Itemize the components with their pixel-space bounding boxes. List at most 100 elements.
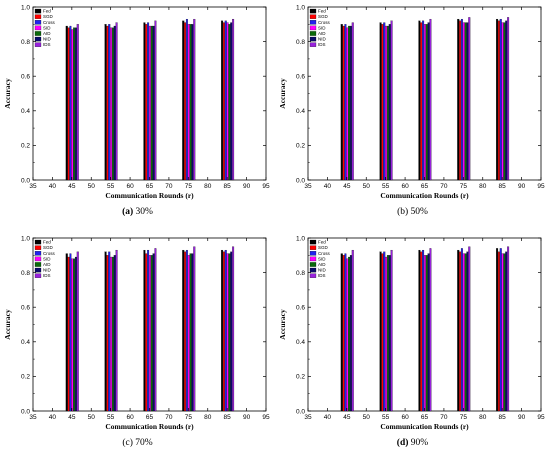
- x-tick-label: 40: [324, 183, 332, 190]
- x-tick-label: 70: [440, 414, 448, 421]
- legend-label-aid: AID: [318, 31, 326, 36]
- legend-swatch-fed: [309, 8, 317, 14]
- x-tick-label: 95: [537, 414, 545, 421]
- bar-cross-65: [422, 20, 425, 181]
- bar-fed-75: [182, 249, 185, 412]
- y-axis-title: Accuracy: [278, 78, 287, 109]
- chart-b: 0.0 0.2 0.4 0.6 0.8 1.0 35 40 45 50 55 60 65 70 75 80 85…: [278, 4, 545, 200]
- legend-label-nid: NID: [43, 37, 52, 42]
- bar-aid-75: [464, 22, 467, 181]
- x-tick-label: 55: [107, 414, 115, 421]
- y-tick-label: 1.0: [21, 235, 30, 242]
- bar-sgd-75: [184, 22, 187, 181]
- bar-cross-85: [499, 248, 502, 412]
- bar-aid-65: [150, 255, 153, 412]
- x-tick-label: 35: [29, 414, 37, 421]
- bar-nid-75: [466, 251, 469, 412]
- x-tick-label: 40: [49, 183, 57, 190]
- bar-aid-55: [386, 25, 389, 181]
- caption-a-letter: (a): [122, 207, 134, 217]
- x-tick-label: 45: [343, 414, 351, 421]
- legend-swatch-fed: [309, 239, 317, 245]
- x-tick-label: 90: [243, 183, 251, 190]
- legend-swatch-nid: [309, 36, 317, 42]
- x-tick-label: 80: [204, 183, 212, 190]
- x-tick-label: 95: [537, 183, 545, 190]
- bar-sgd-65: [145, 24, 148, 181]
- x-tick-label: 85: [224, 183, 232, 190]
- bar-nid-65: [427, 22, 430, 181]
- bar-cross-65: [147, 22, 150, 181]
- legend-label-sid: SID: [318, 25, 326, 30]
- y-tick-label: 0.4: [21, 339, 30, 346]
- bar-cross-85: [499, 18, 502, 181]
- bar-aid-75: [464, 253, 467, 412]
- legend-label-nid: NID: [43, 268, 52, 273]
- bar-sgd-65: [420, 22, 423, 181]
- bar-nid-65: [152, 25, 155, 181]
- legend-swatch-ids: [309, 42, 317, 47]
- x-tick-label: 45: [343, 183, 351, 190]
- y-tick-label: 0.6: [21, 305, 30, 312]
- x-tick-label: 40: [324, 414, 332, 421]
- caption-a: (a) 30%: [0, 207, 275, 217]
- y-tick-label: 0.4: [296, 339, 305, 346]
- y-tick-label: 0.6: [296, 305, 305, 312]
- bar-sid-75: [187, 255, 190, 412]
- x-tick-label: 55: [382, 183, 390, 190]
- bar-fed-55: [104, 251, 107, 412]
- legend-label-sid: SID: [43, 256, 51, 261]
- bar-cross-55: [108, 251, 111, 412]
- x-tick-label: 65: [421, 414, 429, 421]
- x-tick-label: 65: [146, 414, 154, 421]
- y-tick-label: 1.0: [296, 235, 305, 242]
- x-tick-label: 75: [185, 414, 193, 421]
- x-tick-label: 85: [499, 183, 507, 190]
- y-tick-label: 0.6: [21, 74, 30, 81]
- x-tick-label: 50: [88, 183, 96, 190]
- x-axis-title: Communication Rounds (r): [380, 191, 469, 200]
- x-tick-label: 50: [88, 414, 96, 421]
- caption-a-text: 30%: [135, 207, 153, 217]
- bar-nid-85: [505, 251, 508, 412]
- x-tick-label: 85: [224, 414, 232, 421]
- bar-aid-65: [425, 255, 428, 412]
- legend-swatch-sgd: [34, 14, 42, 19]
- bar-sgd-85: [222, 251, 225, 412]
- bar-sid-65: [148, 25, 151, 181]
- legend-swatch-cross: [309, 20, 317, 25]
- x-tick-label: 45: [68, 414, 76, 421]
- legend-swatch-sid: [34, 256, 42, 262]
- legend-swatch-sgd: [34, 245, 42, 250]
- y-axis-title: Accuracy: [278, 309, 287, 340]
- bar-nid-55: [388, 24, 391, 181]
- bar-cross-55: [383, 251, 386, 412]
- bar-fed-65: [418, 249, 421, 412]
- bar-aid-85: [503, 253, 506, 412]
- bar-nid-45: [349, 255, 352, 412]
- y-tick-label: 0.8: [21, 39, 30, 46]
- bar-ids-55: [115, 22, 118, 181]
- bar-sid-45: [346, 258, 349, 412]
- bar-cross-55: [108, 24, 111, 181]
- bar-aid-55: [111, 256, 114, 412]
- caption-d-letter: (d): [396, 438, 409, 448]
- bar-aid-65: [425, 24, 428, 181]
- bar-sid-65: [423, 255, 426, 412]
- legend-label-fed: Fed: [43, 240, 51, 245]
- x-tick-label: 50: [363, 414, 371, 421]
- legend-label-nid: NID: [318, 37, 327, 42]
- bar-sgd-45: [342, 25, 345, 181]
- y-tick-label: 0.4: [21, 108, 30, 115]
- x-tick-label: 65: [421, 183, 429, 190]
- bar-nid-45: [349, 25, 352, 181]
- bar-ids-65: [154, 248, 157, 412]
- bar-sid-55: [385, 256, 388, 412]
- bar-sgd-75: [184, 251, 187, 412]
- bar-cross-85: [224, 249, 227, 412]
- y-axis-title: Accuracy: [3, 309, 12, 340]
- bar-cross-45: [69, 253, 72, 412]
- legend-label-cross: Cross: [318, 20, 331, 25]
- bar-aid-75: [189, 253, 192, 412]
- legend-label-sgd: SGD: [43, 14, 54, 19]
